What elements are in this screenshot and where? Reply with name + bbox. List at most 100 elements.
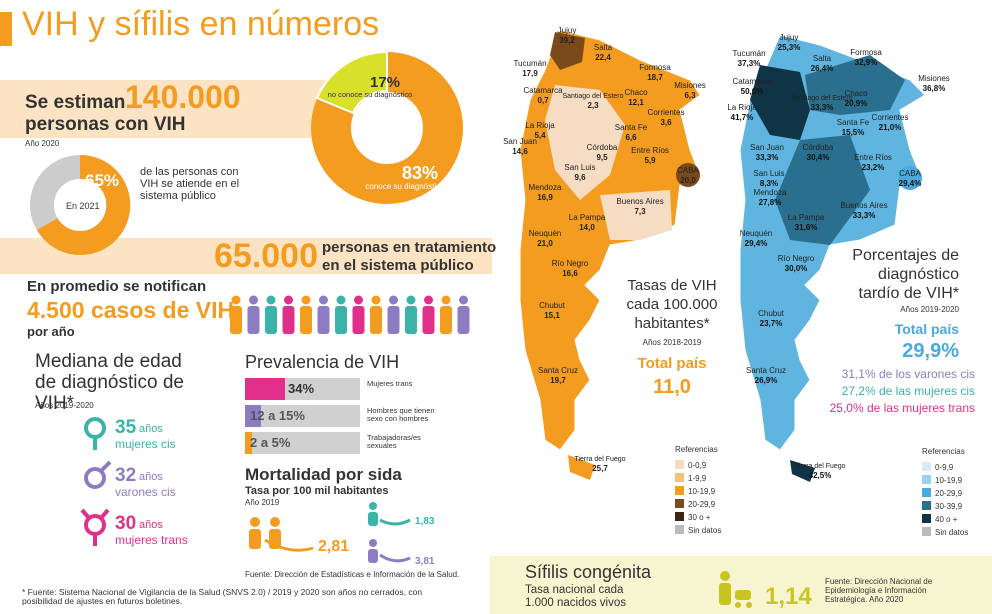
prevalence-value: 12 a 15% (250, 408, 305, 423)
province-name: Salta (594, 43, 613, 52)
province-value: 20,0 (680, 176, 696, 185)
province-value: 22,4 (595, 53, 611, 62)
province-value: 26,4% (811, 64, 834, 73)
person (406, 295, 416, 305)
province-name: Río Negro (778, 254, 815, 263)
province-name: Chaco (624, 88, 648, 97)
province-value: 7,3 (634, 207, 646, 216)
legend-label: 40 o + (935, 515, 958, 524)
province-name: Neuquén (740, 229, 772, 238)
arrow (264, 538, 314, 552)
region (550, 32, 585, 70)
mortality-value: 1,83 (415, 516, 435, 527)
footnote: * Fuente: Sistema Nacional de Vigilancia… (22, 587, 423, 607)
public-label: de las personas con VIH se atiende en el… (140, 166, 240, 203)
person (319, 295, 328, 305)
map-late-breakdown: 31,1% de los varones cis (841, 367, 975, 381)
figure (369, 502, 377, 510)
figure (719, 583, 731, 605)
legend: Referencias 0-9,9 10-19,9 20-29,9 30-39,9 40 … (922, 447, 968, 537)
legend-swatch (675, 512, 684, 521)
person (231, 295, 241, 305)
province-name: Río Negro (552, 259, 589, 268)
province-name: Santiago del Estero (562, 93, 623, 100)
estimate-number: 140.000 (125, 79, 241, 115)
province-name: Corrientes (648, 108, 685, 117)
mortality-figures (249, 502, 411, 563)
public-pct: 65% (85, 171, 120, 190)
legend-label: Sin datos (688, 526, 721, 535)
province-name: Chubut (539, 301, 566, 310)
symbol-trans (99, 508, 110, 520)
notified-number: 4.500 casos de VIH (27, 297, 235, 323)
person (424, 295, 433, 305)
legend-label: 1-9,9 (688, 474, 707, 483)
province-value: 33,3% (756, 153, 779, 162)
legend-label: Sin datos (935, 528, 968, 537)
person (440, 306, 452, 334)
person (370, 306, 382, 334)
region (775, 135, 870, 245)
map-late: Jujuy25,3%Salta26,4%Formosa32,9%Tucumán3… (727, 33, 950, 482)
map-late-total: 29,9% (902, 340, 959, 362)
province-name: Corrientes (872, 113, 909, 122)
province-name: Jujuy (780, 33, 799, 42)
map-late-title: Porcentajes de diagnóstico tardío de VIH… (852, 247, 959, 303)
legend-swatch (675, 499, 684, 508)
province-name: Tierra del Fuego (574, 456, 625, 463)
province-value: 2,3 (587, 101, 599, 110)
province-name: La Pampa (788, 213, 825, 222)
legend-swatch (922, 514, 931, 523)
province-name: Santa Cruz (538, 366, 578, 375)
person (335, 306, 347, 334)
symbol-male (84, 467, 106, 489)
title-accent (0, 12, 12, 46)
province-value: 8,3% (760, 179, 778, 188)
map-rates-years: Años 2018-2019 (642, 338, 702, 347)
person (389, 295, 398, 305)
prevalence-value: 2 a 5% (250, 435, 291, 450)
legend-swatch (922, 488, 931, 497)
notified-intro: En promedio se notifican (27, 278, 207, 295)
person (249, 295, 258, 305)
pictograms (230, 295, 470, 334)
estimate-label: personas con VIH (25, 114, 186, 135)
known-pct: 83% (401, 163, 439, 183)
province-name: Córdoba (803, 143, 834, 152)
title: VIH y sífilis en números (22, 5, 380, 43)
province-value: 5,9 (644, 156, 656, 165)
person (422, 306, 435, 334)
band (0, 80, 330, 138)
province-value: 41,7% (731, 113, 754, 122)
age-unit: años (139, 519, 163, 531)
region (750, 65, 810, 140)
arrow (379, 518, 411, 526)
person (371, 295, 381, 305)
province-value: 37,3% (738, 59, 761, 68)
prevalence-label: Trabajadoras/es sexuales (367, 433, 421, 451)
age-value: 30 (115, 513, 137, 534)
donut-unknown (315, 50, 388, 115)
province-value: 26,9% (755, 376, 778, 385)
person (441, 295, 451, 305)
person (282, 306, 295, 334)
bar (245, 432, 252, 454)
province-name: Córdoba (587, 143, 618, 152)
person (266, 295, 276, 305)
province-value: 23,7% (760, 319, 783, 328)
province-name: Chubut (758, 309, 785, 318)
map-late-breakdown: 27,2% de las mujeres cis (841, 384, 975, 398)
figure (270, 517, 280, 527)
province-name: Jujuy (558, 26, 577, 35)
legend-label: 10-19,9 (688, 487, 716, 496)
province-value: 6,6 (625, 133, 637, 142)
province-value: 25,3% (778, 43, 801, 52)
symbol-male (99, 460, 112, 473)
figure (720, 571, 730, 581)
map-late-total-label: Total país (894, 321, 959, 337)
province-value: 39,2 (559, 36, 575, 45)
province-value: 16,6 (562, 269, 578, 278)
province-value: 16,9 (537, 193, 553, 202)
person (352, 306, 365, 334)
